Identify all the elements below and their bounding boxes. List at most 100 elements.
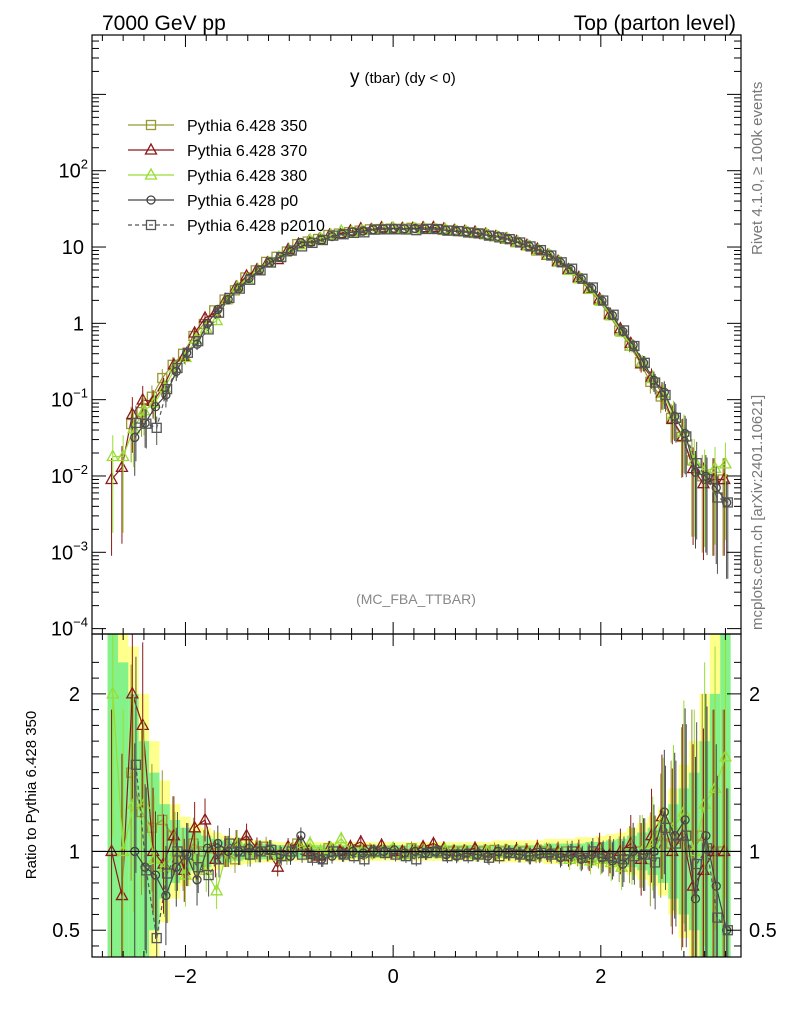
data-point <box>701 471 711 481</box>
series-main-3 <box>130 223 732 579</box>
series-line <box>111 226 725 485</box>
y-tick-base: 10 <box>51 466 73 488</box>
ratio-point <box>147 851 161 864</box>
ratio-point <box>130 759 142 770</box>
ratio-point <box>296 831 306 841</box>
legend-entry: Pythia 6.428 350 <box>128 118 307 135</box>
data-point <box>193 335 204 347</box>
ratio-point <box>400 848 410 858</box>
ratio-point <box>577 852 588 863</box>
data-point <box>670 412 682 424</box>
main-series <box>104 220 733 579</box>
data-point <box>546 250 557 261</box>
ratio-point <box>660 822 671 833</box>
plot-title-rest: (tbar) (dy < 0) <box>365 70 456 87</box>
ratio-point <box>504 847 515 859</box>
ratio-point <box>670 838 682 849</box>
data-point <box>224 292 235 304</box>
series-line <box>130 227 723 481</box>
ratio-point <box>607 856 618 866</box>
ratio-point <box>182 849 194 860</box>
plot-title: y (tbar) (dy < 0) <box>350 67 456 88</box>
data-point <box>255 265 266 276</box>
ratio-point <box>608 852 619 863</box>
y-tick-exp: −3 <box>73 538 88 553</box>
data-point <box>691 458 702 469</box>
data-point <box>276 251 287 263</box>
ratio-point <box>462 848 472 858</box>
ratio-point <box>193 862 204 873</box>
ratio-point <box>546 849 557 860</box>
data-point <box>104 472 119 485</box>
data-point <box>115 460 129 473</box>
header-right: Top (parton level) <box>574 12 736 35</box>
ratio-point <box>597 853 607 863</box>
ratio-point <box>441 849 451 860</box>
plot-title-main: y <box>350 67 360 88</box>
ratio-error-bands <box>107 634 731 957</box>
ratio-point <box>354 834 368 847</box>
data-point <box>681 431 692 442</box>
series-main-1 <box>104 220 731 561</box>
ratio-point <box>171 862 181 872</box>
legend-marker <box>146 195 156 205</box>
ratio-point <box>210 883 224 896</box>
data-point <box>566 263 578 274</box>
legend-label: Pythia 6.428 p2010 <box>187 218 325 235</box>
data-point <box>130 432 140 443</box>
ratio-point <box>203 869 214 881</box>
ratio-point <box>514 849 526 860</box>
rivet-label: Rivet 4.1.0, ≥ 100k events <box>749 82 766 255</box>
legend-label: Pythia 6.428 p0 <box>187 193 298 210</box>
ratio-point <box>224 838 235 849</box>
data-point <box>483 230 495 241</box>
data-point <box>161 383 173 395</box>
ratio-point <box>386 840 400 853</box>
series-ratio-1 <box>104 634 731 957</box>
ratio-point <box>244 843 254 853</box>
ratio-y-tick-label: 1 <box>69 841 80 863</box>
data-point <box>265 257 277 268</box>
legend-entry: Pythia 6.428 p2010 <box>128 218 325 235</box>
data-point <box>296 241 308 252</box>
ratio-point <box>296 849 308 860</box>
ratio-point <box>334 831 348 844</box>
data-point <box>147 395 161 408</box>
data-point <box>717 472 731 485</box>
data-point <box>670 411 680 421</box>
ratio-point <box>618 854 630 865</box>
data-point <box>639 357 650 368</box>
ratio-point <box>115 888 129 901</box>
ratio-point <box>271 859 285 872</box>
ratio-point <box>157 814 168 826</box>
series-main-2 <box>106 220 733 548</box>
y-tick-label: 10−2 <box>51 462 88 488</box>
data-point <box>203 324 214 335</box>
legend-marker <box>145 119 157 131</box>
ratio-point <box>306 849 316 860</box>
ratio-point <box>202 843 213 853</box>
data-point <box>504 234 515 245</box>
data-point <box>213 307 225 318</box>
y-tick-base: 10 <box>51 542 73 564</box>
ratio-point <box>358 848 368 858</box>
data-point <box>171 366 181 377</box>
series-ratio-2 <box>106 634 733 957</box>
ratio-line <box>135 764 729 939</box>
data-point <box>116 449 130 462</box>
y-tick-base: 10 <box>51 619 73 641</box>
x-tick-label: 2 <box>595 966 606 988</box>
legend-label: Pythia 6.428 370 <box>187 143 307 160</box>
y-tick-label: 10−1 <box>51 386 88 412</box>
ratio-point <box>317 854 328 865</box>
data-point <box>172 362 183 374</box>
ratio-point <box>192 875 202 885</box>
ratio-ylabel: Ratio to Pythia 6.428 350 <box>23 711 40 879</box>
legend-entry: Pythia 6.428 370 <box>128 142 307 160</box>
watermark: (MC_FBA_TTBAR) <box>356 591 476 607</box>
ratio-y-tick-label-right: 1 <box>749 841 760 863</box>
series-line <box>135 228 729 503</box>
data-point <box>577 273 588 284</box>
ratio-point <box>303 836 317 849</box>
